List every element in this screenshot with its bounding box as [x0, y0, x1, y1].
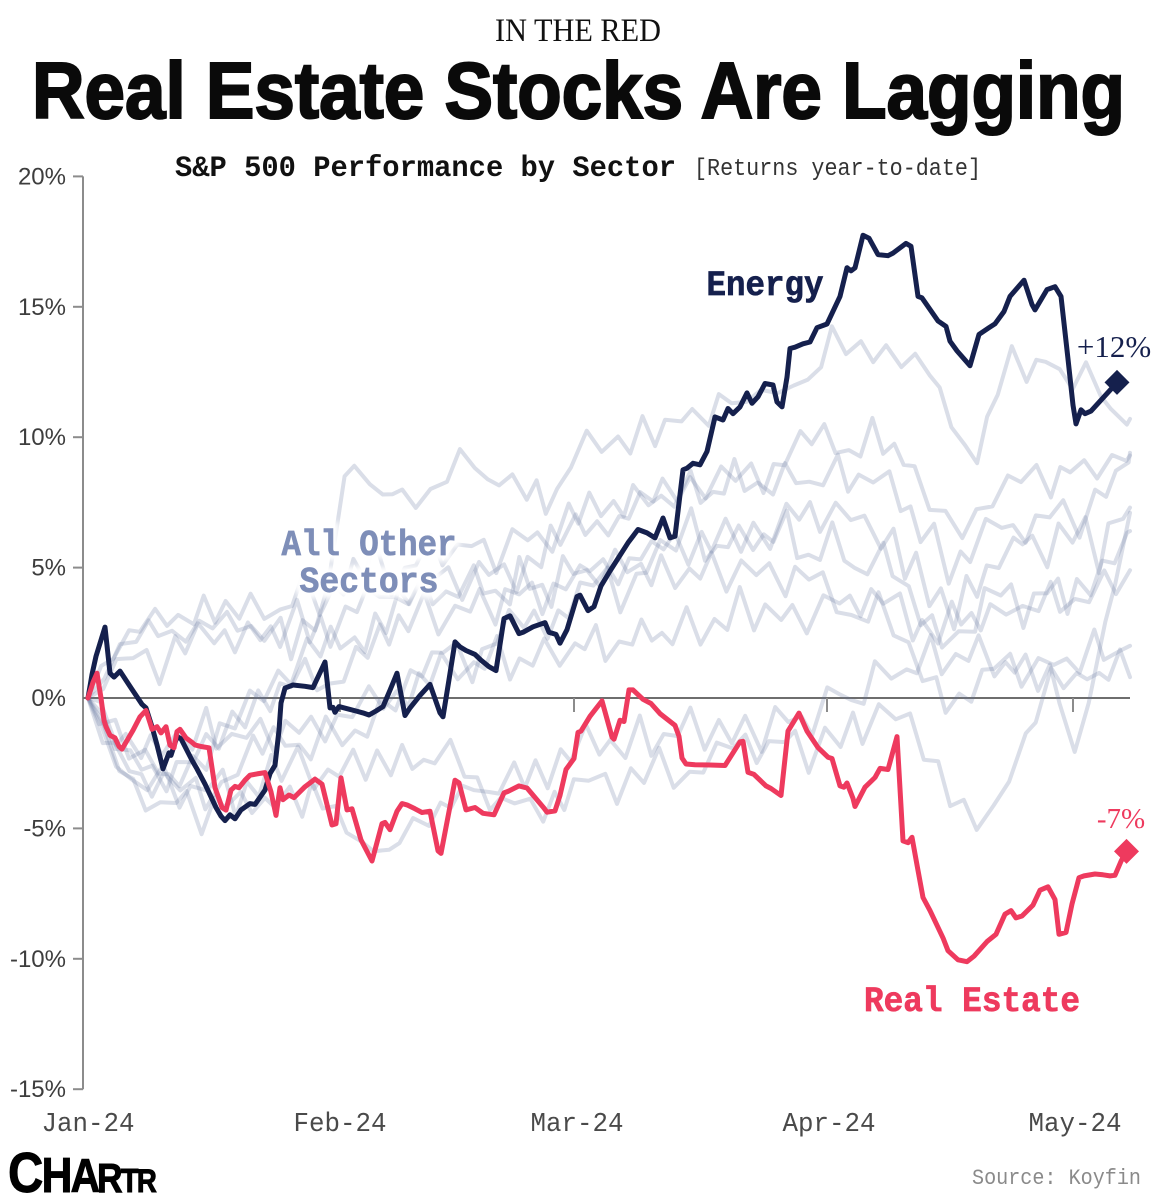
svg-text:H: H	[42, 1147, 73, 1198]
svg-text:R: R	[97, 1156, 123, 1198]
svg-text:Sectors: Sectors	[300, 562, 439, 603]
svg-text:R: R	[137, 1164, 157, 1198]
svg-text:Mar-24: Mar-24	[531, 1110, 624, 1140]
svg-text:Real Estate Stocks Are Lagging: Real Estate Stocks Are Lagging	[32, 46, 1125, 135]
svg-text:20%: 20%	[18, 163, 66, 190]
svg-text:-7%: -7%	[1097, 803, 1145, 835]
svg-text:May-24: May-24	[1029, 1110, 1122, 1140]
svg-text:IN THE RED: IN THE RED	[495, 13, 661, 49]
svg-text:-5%: -5%	[23, 815, 66, 842]
svg-text:Apr-24: Apr-24	[783, 1110, 876, 1140]
svg-text:Sectors: Sectors	[300, 562, 439, 603]
svg-text:15%: 15%	[18, 294, 66, 321]
svg-text:All Other: All Other	[282, 525, 457, 566]
svg-text:Jan-24: Jan-24	[42, 1110, 135, 1140]
svg-text:+12%: +12%	[1077, 329, 1151, 364]
svg-text:Energy: Energy	[707, 266, 824, 306]
svg-text:T: T	[121, 1162, 139, 1198]
svg-text:5%: 5%	[31, 555, 66, 582]
svg-text:-10%: -10%	[10, 946, 66, 973]
svg-text:0%: 0%	[31, 685, 66, 712]
svg-text:10%: 10%	[18, 424, 66, 451]
svg-text:C: C	[8, 1142, 43, 1198]
svg-text:All Other: All Other	[282, 525, 457, 566]
svg-text:Source: Koyfin: Source: Koyfin	[972, 1166, 1141, 1191]
svg-text:A: A	[71, 1150, 100, 1198]
svg-text:[Returns year-to-date]: [Returns year-to-date]	[694, 156, 981, 183]
svg-text:Feb-24: Feb-24	[294, 1110, 387, 1140]
svg-text:Real Estate: Real Estate	[864, 982, 1080, 1022]
svg-text:S&P 500 Performance by Sector: S&P 500 Performance by Sector	[175, 152, 676, 186]
svg-text:-15%: -15%	[10, 1076, 66, 1103]
